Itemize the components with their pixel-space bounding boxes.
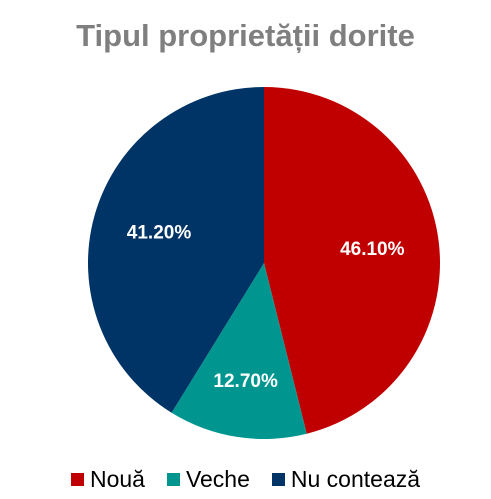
legend-swatch-nu-conteaza bbox=[271, 473, 285, 486]
pie-slice-label-nu-conteaza: 41.20% bbox=[127, 223, 192, 244]
legend-label-nu-conteaza: Nu contează bbox=[290, 466, 421, 492]
legend-swatch-noua bbox=[70, 473, 84, 486]
legend-label-noua: Nouă bbox=[89, 466, 145, 492]
pie-slice-noua bbox=[264, 87, 441, 434]
legend-item-nu-conteaza: Nu contează bbox=[271, 466, 421, 493]
pie-slice-labels: 46.10% 12.70% 41.20% bbox=[127, 223, 405, 392]
chart-legend: Nouă Veche Nu contează bbox=[0, 466, 491, 493]
pie-slices bbox=[88, 87, 441, 439]
legend-swatch-veche bbox=[166, 473, 180, 486]
pie-slice-nu-conteaza bbox=[88, 87, 265, 413]
chart-title: Tipul proprietății dorite bbox=[76, 18, 415, 53]
legend-item-veche: Veche bbox=[166, 466, 250, 493]
pie-slice-label-veche: 12.70% bbox=[213, 371, 278, 392]
legend-label-veche: Veche bbox=[185, 466, 250, 492]
pie-slice-label-noua: 46.10% bbox=[340, 239, 405, 260]
pie-slice-veche bbox=[171, 263, 307, 439]
legend-item-noua: Nouă bbox=[70, 466, 145, 493]
